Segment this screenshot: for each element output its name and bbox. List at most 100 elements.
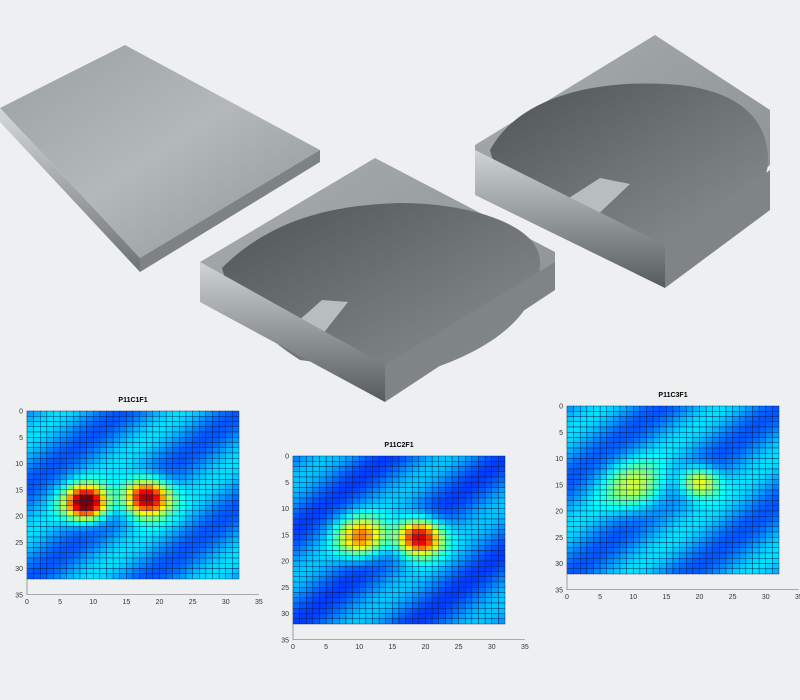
heatmap-cell	[431, 534, 439, 541]
heatmap-cell	[566, 521, 574, 527]
heatmap-cell	[772, 495, 780, 501]
heatmap-cell	[599, 552, 607, 559]
heatmap-cell	[225, 431, 233, 438]
heatmap-cell	[451, 524, 459, 530]
heatmap-cell	[498, 576, 506, 583]
heatmap-cell	[119, 531, 127, 538]
heatmap-cell	[491, 581, 499, 588]
heatmap-cell	[345, 466, 353, 472]
heatmap-cell	[606, 437, 614, 443]
heatmap-cell	[613, 568, 621, 575]
heatmap-cell	[119, 426, 127, 433]
heatmap-cell	[580, 510, 588, 517]
heatmap-cell	[613, 531, 621, 538]
heatmap-cell	[232, 442, 240, 448]
heatmap-cell	[498, 597, 506, 604]
heatmap-cell	[359, 550, 367, 556]
heatmap-cell	[179, 573, 187, 580]
heatmap-cell	[438, 587, 446, 593]
heatmap-cell	[385, 608, 393, 614]
heatmap-cell	[212, 521, 220, 527]
heatmap-cell	[398, 555, 406, 562]
heatmap-cell	[205, 416, 213, 422]
heatmap-cell	[425, 503, 433, 509]
heatmap-cell	[478, 534, 486, 541]
heatmap-cell	[132, 442, 140, 448]
heatmap-cell	[712, 442, 720, 449]
heatmap-cell	[478, 461, 486, 467]
heatmap-cell	[33, 542, 41, 548]
heatmap-cell	[179, 526, 187, 532]
heatmap-cell	[139, 500, 147, 506]
heatmap-cell	[86, 547, 94, 553]
heatmap-cell	[79, 521, 87, 527]
heatmap-cell	[438, 518, 446, 525]
heatmap-cell	[152, 510, 160, 517]
heatmap-cell	[119, 563, 127, 569]
heatmap-cell	[431, 476, 439, 483]
heatmap-cell	[53, 463, 61, 469]
heatmap-cell	[719, 526, 727, 533]
heatmap-cell	[405, 461, 413, 467]
heatmap-cell	[33, 536, 41, 543]
heatmap-cell	[185, 568, 193, 574]
heatmap-cell	[445, 581, 453, 588]
heatmap-cell	[372, 492, 380, 499]
heatmap-cell	[484, 508, 492, 514]
heatmap-cell	[339, 508, 347, 514]
heatmap-cell	[580, 442, 588, 449]
heatmap-cell	[79, 489, 87, 496]
heatmap-cell	[606, 505, 614, 512]
heatmap-cell	[332, 597, 340, 604]
heatmap-cell	[686, 552, 694, 559]
heatmap-cell	[312, 466, 320, 472]
heatmap-cell	[319, 545, 327, 551]
heatmap-cell	[392, 560, 400, 567]
heatmap-cell	[106, 573, 114, 580]
heatmap-cell	[471, 461, 479, 467]
heatmap-cell	[332, 539, 340, 546]
heatmap-cell	[378, 555, 386, 562]
heatmap-cell	[686, 421, 694, 428]
heatmap-cell	[132, 431, 140, 438]
heatmap-cell	[484, 524, 492, 530]
heatmap-cell	[418, 508, 426, 514]
heatmap-cell	[686, 547, 694, 554]
heatmap-cell	[199, 468, 207, 475]
heatmap-cell	[659, 421, 667, 428]
heatmap-cell	[185, 563, 193, 569]
heatmap-cell	[325, 492, 333, 499]
heatmap-cell	[431, 560, 439, 567]
heatmap-cell	[292, 618, 300, 625]
heatmap-cell	[99, 573, 107, 580]
heatmap-cell	[471, 503, 479, 509]
heatmap-cell	[699, 416, 707, 422]
heatmap-cell	[106, 421, 114, 427]
heatmap-cell	[739, 432, 747, 438]
heatmap-cell	[292, 524, 300, 530]
heatmap-cell	[646, 521, 654, 527]
heatmap-cell	[772, 453, 780, 459]
heatmap-cell	[431, 571, 439, 577]
heatmap-cell	[126, 531, 134, 538]
heatmap-cell	[205, 421, 213, 427]
heatmap-cell	[639, 505, 647, 512]
heatmap-cell	[398, 503, 406, 509]
heatmap-cell	[46, 447, 54, 454]
heatmap-cell	[692, 563, 700, 569]
heatmap-cell	[126, 442, 134, 448]
heatmap-cell	[752, 552, 760, 559]
heatmap-cell	[212, 479, 220, 485]
heatmap-cell	[112, 421, 120, 427]
heatmap-cell	[385, 513, 393, 520]
heatmap-cell	[425, 482, 433, 488]
heatmap-cell	[192, 458, 200, 464]
heatmap-cell	[619, 447, 627, 454]
heatmap-cell	[332, 571, 340, 577]
heatmap-cell	[225, 452, 233, 459]
heatmap-cell	[639, 442, 647, 449]
heatmap-cell	[633, 474, 641, 480]
heatmap-cell	[306, 608, 314, 614]
heatmap-cell	[418, 545, 426, 551]
heatmap-cell	[566, 411, 574, 417]
